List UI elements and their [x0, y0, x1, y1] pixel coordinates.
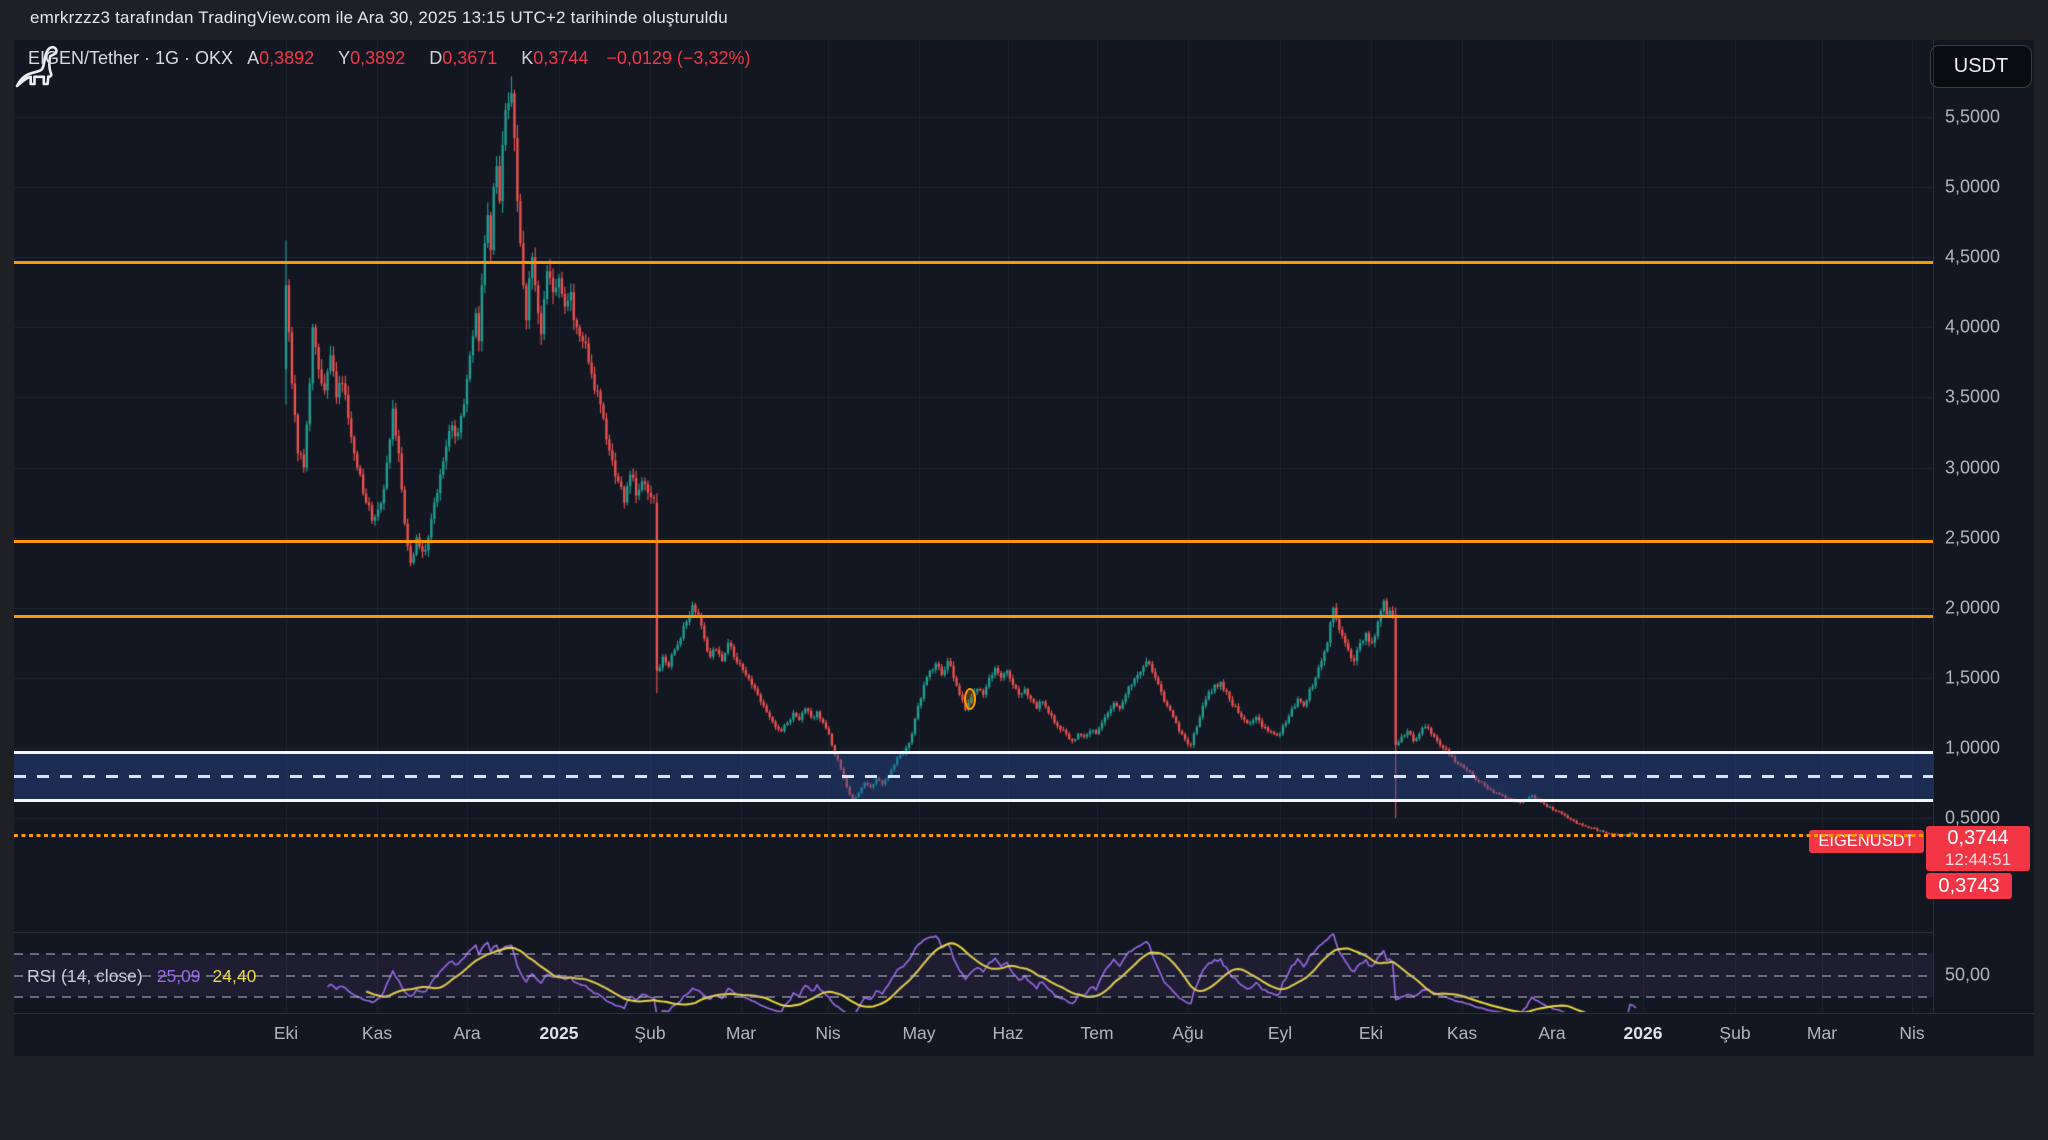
change-value: −0,0129 (−3,32%)	[606, 47, 751, 68]
ellipse-drawing-marker[interactable]	[964, 688, 977, 711]
resistance-line[interactable]	[14, 261, 1933, 265]
ohlc-pair: A0,3892	[247, 47, 315, 68]
rsi-ma-value: 24,40	[212, 966, 257, 986]
time-tick-label: Kas	[361, 1023, 393, 1043]
price-tick-label: 0,5000	[1945, 807, 2001, 828]
time-axis[interactable]: Eki Kas Ara 2025 Şub Mar Nis May Haz Tem Ağu Eyl Eki…	[14, 1013, 2034, 1057]
price-tick-label: 5,0000	[1945, 176, 2001, 197]
time-tick-label: Haz	[992, 1023, 1024, 1043]
time-tick-label: Şub	[1719, 1023, 1751, 1043]
time-tick-label: Nis	[815, 1023, 841, 1043]
ohlc-pair: D0,3671	[429, 47, 498, 68]
rsi-middle-level-line	[14, 974, 1933, 977]
bar-close-countdown: 12:44:51	[1944, 850, 2012, 869]
hline-price-value: 0,3743	[1938, 874, 2000, 897]
price-tick-label: 5,5000	[1945, 106, 2001, 127]
attribution-bar: emrkrzzz3 tarafından TradingView.com ile…	[0, 0, 2048, 40]
time-tick-label: 2026	[1623, 1023, 1663, 1043]
time-tick-label: Ağu	[1172, 1023, 1204, 1043]
symbol-header[interactable]: EIGEN/Tether · 1G · OKX A0,3892 Y0,3892 D0…	[28, 46, 750, 70]
dino-sticker-icon[interactable]	[14, 40, 64, 92]
candlestick-chart-canvas[interactable]	[14, 40, 2034, 1056]
time-tick-label: Ara	[1538, 1023, 1566, 1043]
zone-bottom-line[interactable]	[14, 798, 1933, 802]
resistance-line[interactable]	[14, 540, 1933, 544]
pane-separator[interactable]	[14, 932, 1933, 933]
price-level-line-dotted[interactable]	[14, 834, 1926, 838]
time-tick-label: Eki	[1358, 1023, 1384, 1043]
rsi-lower-level-line	[14, 996, 1933, 998]
price-axis-separator	[1933, 40, 1934, 1013]
rsi-value: 25,09	[156, 966, 201, 986]
price-tick-label: 3,0000	[1945, 457, 2001, 477]
rsi-upper-level-line	[14, 953, 1933, 955]
ohlc-pair: K0,3744	[521, 47, 589, 68]
time-tick-label: Eki	[273, 1023, 299, 1043]
symbol-title[interactable]: EIGEN/Tether · 1G · OKX	[28, 47, 234, 68]
last-price-value: 0,3744	[1947, 827, 2009, 849]
zone-top-line[interactable]	[14, 750, 1933, 754]
footer-bar: TradingView	[0, 1056, 2048, 1140]
time-tick-label: Mar	[1806, 1023, 1838, 1043]
hline-price-axis-label: 0,3743	[1926, 873, 2012, 899]
last-price-axis-label: 0,3744 12:44:51	[1926, 826, 2030, 871]
time-tick-label: 2025	[539, 1023, 579, 1043]
time-tick-label: Ara	[453, 1023, 481, 1043]
currency-toggle-button[interactable]: USDT	[1930, 45, 2032, 88]
price-tick-label: 4,5000	[1945, 246, 2001, 267]
time-tick-label: Nis	[1899, 1023, 1925, 1043]
time-tick-label: Şub	[634, 1023, 666, 1043]
price-tick-label: 1,5000	[1945, 667, 2001, 688]
zone-mid-dashed-line[interactable]	[14, 775, 1933, 778]
time-tick-label: Tem	[1080, 1023, 1114, 1043]
ohlc-values: A0,3892 Y0,3892 D0,3671 K0,3744	[247, 48, 600, 69]
attribution-text: emrkrzzz3 tarafından TradingView.com ile…	[30, 8, 728, 27]
price-tick-label: 3,5000	[1945, 386, 2001, 407]
time-tick-label: Kas	[1446, 1023, 1478, 1043]
resistance-line[interactable]	[14, 614, 1933, 618]
chart-frame: EIGEN/Tether · 1G · OKX A0,3892 Y0,3892 D0…	[14, 40, 2034, 1056]
price-tick-label: 2,5000	[1945, 527, 2001, 548]
ohlc-pair: Y0,3892	[338, 47, 406, 68]
time-tick-label: Mar	[725, 1023, 757, 1043]
price-axis[interactable]: 5,5000 5,0000 4,5000 4,0000 3,5000 3,0000 2,50…	[1934, 40, 2034, 1013]
price-tick-label: 2,0000	[1945, 597, 2001, 618]
currency-toggle-label: USDT	[1953, 55, 2009, 77]
time-tick-label: May	[902, 1023, 936, 1043]
rsi-legend[interactable]: RSI (14, close) 25,09 24,40	[27, 966, 256, 987]
price-tick-label: 4,0000	[1945, 316, 2001, 337]
time-tick-label: Eyl	[1267, 1023, 1293, 1043]
price-tick-label: 1,0000	[1945, 737, 2001, 758]
rsi-mid-axis-label: 50,00	[1945, 964, 1991, 985]
rsi-title: RSI (14, close)	[27, 966, 143, 986]
